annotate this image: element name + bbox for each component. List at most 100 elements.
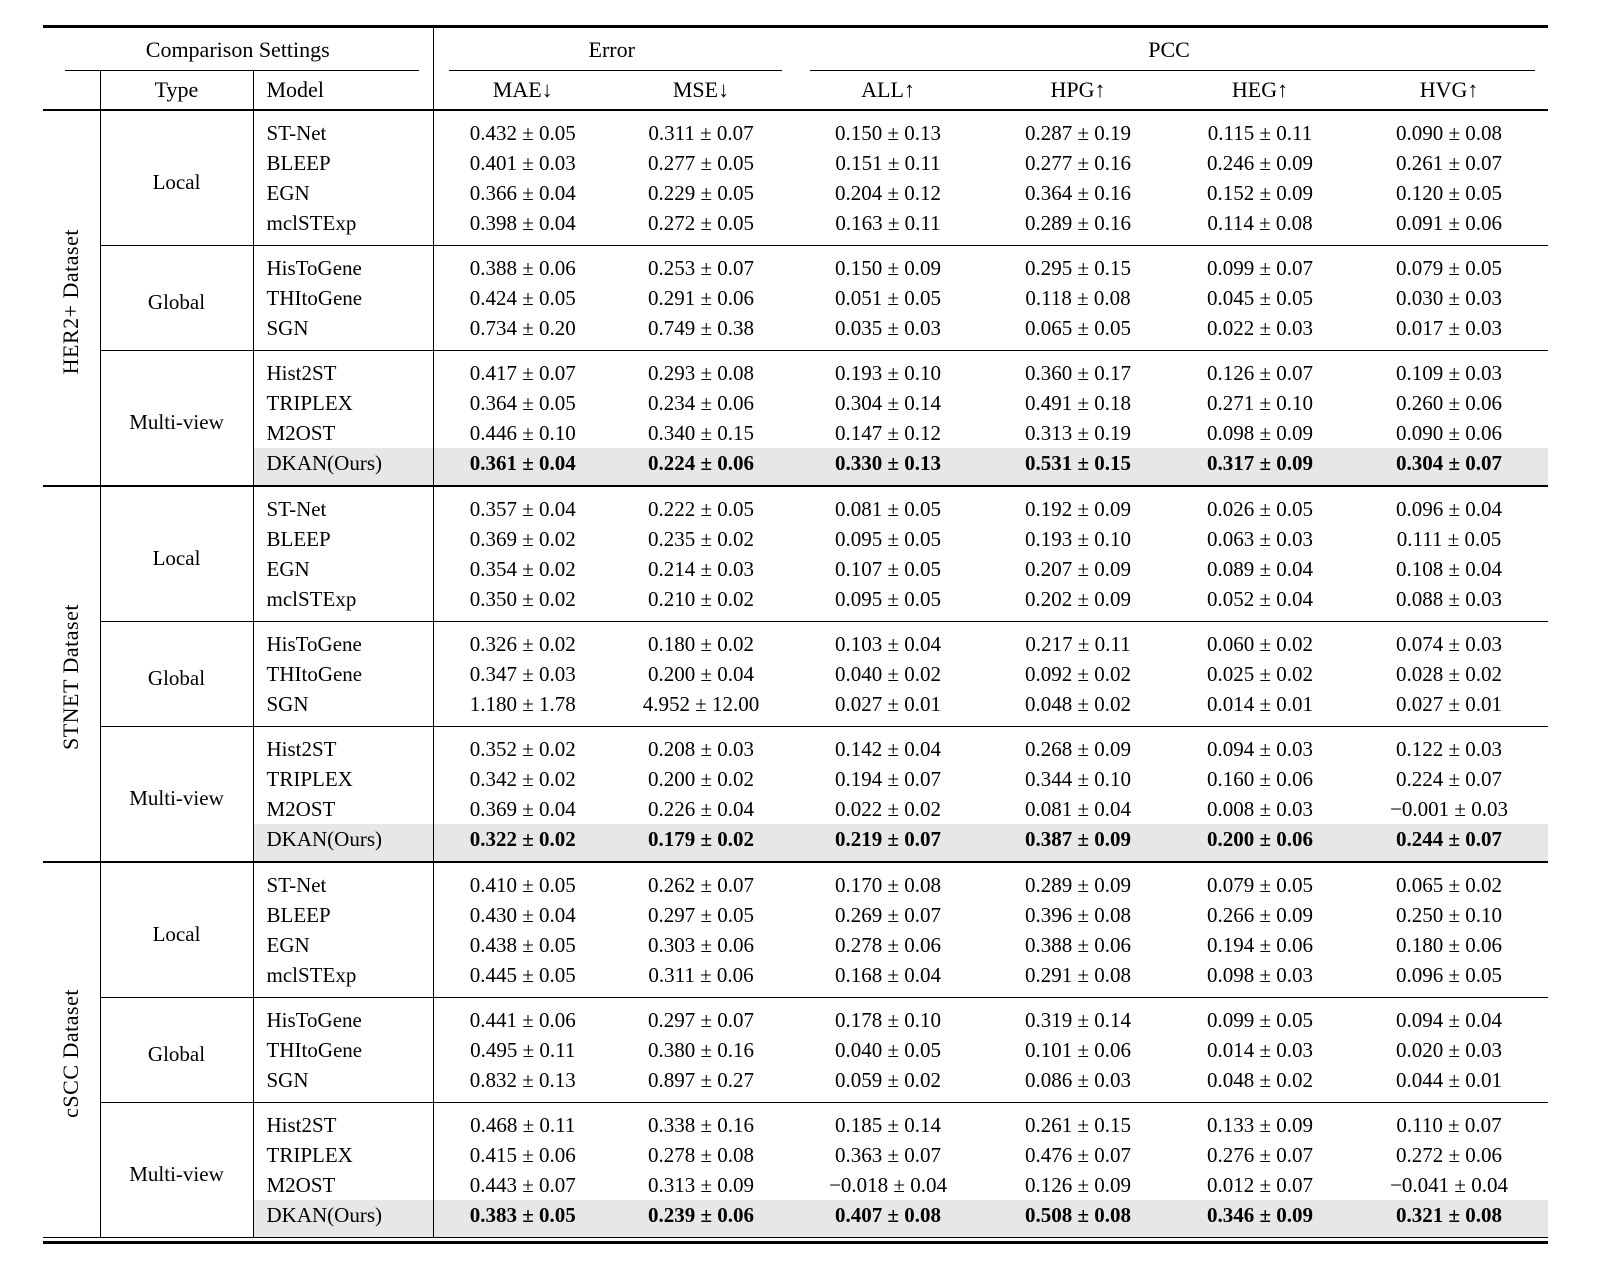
metric-value-cell: 0.297 ± 0.07 (612, 997, 791, 1035)
metric-value-cell: 0.030 ± 0.03 (1396, 286, 1503, 310)
metric-value-cell: 0.287 ± 0.19 (1025, 121, 1132, 145)
metric-value-cell: 0.531 ± 0.15 (986, 448, 1171, 486)
metric-value-cell: 0.045 ± 0.05 (1207, 286, 1314, 310)
table-header: Comparison Settings Error PCC Type Model… (43, 26, 1549, 111)
metric-value-cell: 0.401 ± 0.03 (432, 148, 612, 178)
metric-value-cell: 0.303 ± 0.06 (647, 933, 755, 957)
metric-value-cell: 0.410 ± 0.05 (432, 861, 612, 900)
metric-value-cell: 0.098 ± 0.03 (1207, 963, 1314, 987)
metric-value-cell: 0.147 ± 0.12 (835, 421, 942, 445)
metric-value-cell: 0.278 ± 0.08 (647, 1143, 755, 1167)
metric-value-cell: 0.110 ± 0.07 (1350, 1102, 1549, 1140)
metric-value-cell: 0.096 ± 0.05 (1396, 963, 1503, 987)
metric-value-cell: 0.369 ± 0.04 (432, 794, 612, 824)
metric-value-cell: 0.108 ± 0.04 (1396, 557, 1503, 581)
metric-value-cell: 0.277 ± 0.05 (647, 151, 755, 175)
table-row: BLEEP 0.430 ± 0.04 0.297 ± 0.05 0.269 ± 0.0… (43, 900, 1548, 930)
model-name-cell: BLEEP (266, 151, 331, 175)
metric-value-cell: 0.262 ± 0.07 (612, 861, 791, 900)
metric-value-cell: 0.313 ± 0.09 (647, 1173, 755, 1197)
metric-value-cell: 0.261 ± 0.07 (1396, 151, 1503, 175)
results-table: Comparison Settings Error PCC Type Model… (43, 25, 1549, 1238)
metric-value-cell: 0.060 ± 0.02 (1170, 621, 1351, 659)
table-row: mclSTExp 0.445 ± 0.05 0.311 ± 0.06 0.168 ± … (43, 960, 1548, 998)
metric-value-cell: 0.289 ± 0.09 (986, 861, 1171, 900)
metric-value-cell: 0.040 ± 0.05 (835, 1038, 942, 1062)
model-name-cell: DKAN(Ours) (253, 448, 433, 486)
table-row: SGN 0.832 ± 0.13 0.897 ± 0.27 0.059 ± 0.02 0… (43, 1065, 1548, 1103)
model-name-cell: HisToGene (253, 997, 433, 1035)
model-name-cell: Hist2ST (253, 726, 433, 764)
metric-value-cell: 0.200 ± 0.06 (1170, 824, 1351, 862)
metric-value-cell: 0.210 ± 0.02 (647, 587, 755, 611)
metric-value-cell: 0.094 ± 0.03 (1170, 726, 1351, 764)
type-cell: Local (100, 110, 254, 246)
model-name-cell: M2OST (266, 421, 336, 445)
table-row: M2OST 0.369 ± 0.04 0.226 ± 0.04 0.022 ± 0.0… (43, 794, 1548, 824)
model-name-cell: mclSTExp (266, 963, 357, 987)
metric-value-cell: 0.074 ± 0.03 (1350, 621, 1549, 659)
metric-value-cell: 0.099 ± 0.07 (1170, 245, 1351, 283)
metric-value-cell: 0.293 ± 0.08 (612, 350, 791, 388)
table-row: mclSTExp 0.350 ± 0.02 0.210 ± 0.02 0.095 ± … (43, 584, 1548, 622)
metric-value-cell: 0.897 ± 0.27 (647, 1068, 755, 1092)
metric-value-cell: 0.304 ± 0.07 (1350, 448, 1549, 486)
metric-value-cell: 0.491 ± 0.18 (1025, 391, 1132, 415)
metric-value-cell: 0.028 ± 0.02 (1396, 662, 1503, 686)
metric-value-cell: 0.239 ± 0.06 (612, 1200, 791, 1238)
metric-value-cell: 0.065 ± 0.02 (1350, 861, 1549, 900)
model-name-cell: SGN (266, 692, 309, 716)
metric-value-cell: 0.246 ± 0.09 (1207, 151, 1314, 175)
metric-value-cell: 0.269 ± 0.07 (835, 903, 942, 927)
model-name-cell: SGN (266, 316, 309, 340)
metric-value-cell: 0.217 ± 0.11 (986, 621, 1171, 659)
metric-value-cell: 0.446 ± 0.10 (432, 418, 612, 448)
metric-value-cell: 0.120 ± 0.05 (1396, 181, 1503, 205)
type-cell: Multi-view (100, 1102, 254, 1238)
metric-value-cell: 0.192 ± 0.09 (986, 485, 1171, 524)
dataset-label: HER2+ Dataset (43, 110, 101, 486)
metric-value-cell: 0.095 ± 0.05 (835, 587, 942, 611)
metric-value-cell: 0.291 ± 0.06 (647, 286, 755, 310)
metric-value-cell: −0.001 ± 0.03 (1390, 797, 1508, 821)
metric-value-cell: 0.495 ± 0.11 (432, 1035, 612, 1065)
metric-value-cell: 0.445 ± 0.05 (432, 960, 612, 998)
metric-value-cell: 0.380 ± 0.16 (647, 1038, 755, 1062)
table-row: STNET Dataset Local ST-Net 0.357 ± 0.04 0.22… (43, 485, 1549, 862)
metric-value-cell: 0.092 ± 0.02 (1025, 662, 1132, 686)
header-metric-mse: MSE↓ (612, 71, 791, 111)
metric-value-cell: 0.163 ± 0.11 (835, 211, 941, 235)
metric-value-cell: 0.109 ± 0.03 (1350, 350, 1549, 388)
model-name-cell: HisToGene (253, 621, 433, 659)
metric-value-cell: 0.111 ± 0.05 (1396, 527, 1502, 551)
model-name-cell: TRIPLEX (266, 391, 353, 415)
metric-value-cell: 0.441 ± 0.06 (432, 997, 612, 1035)
metric-value-cell: 0.272 ± 0.05 (647, 211, 755, 235)
table-row: THItoGene 0.424 ± 0.05 0.291 ± 0.06 0.051 ±… (43, 283, 1548, 313)
metric-value-cell: 0.022 ± 0.02 (835, 797, 942, 821)
metric-value-cell: 0.202 ± 0.09 (1025, 587, 1132, 611)
metric-value-cell: 0.364 ± 0.05 (432, 388, 612, 418)
type-cell: Multi-view (100, 350, 254, 486)
model-name-cell: ST-Net (266, 121, 327, 145)
table-row: EGN 0.438 ± 0.05 0.303 ± 0.06 0.278 ± 0.06 0… (43, 930, 1548, 960)
metric-value-cell: 0.118 ± 0.08 (1025, 286, 1131, 310)
metric-value-cell: 0.398 ± 0.04 (432, 208, 612, 246)
metric-value-cell: 0.114 ± 0.08 (1207, 211, 1313, 235)
model-name-cell: EGN (266, 933, 310, 957)
metric-value-cell: 0.424 ± 0.05 (432, 283, 612, 313)
metric-value-cell: 0.133 ± 0.09 (1170, 1102, 1351, 1140)
table-row: BLEEP 0.401 ± 0.03 0.277 ± 0.05 0.151 ± 0.1… (43, 148, 1548, 178)
metric-value-cell: 0.226 ± 0.04 (647, 797, 755, 821)
metric-value-cell: 0.508 ± 0.08 (986, 1200, 1171, 1238)
metric-value-cell: 0.468 ± 0.11 (432, 1102, 612, 1140)
metric-value-cell: 0.107 ± 0.05 (835, 557, 942, 581)
metric-value-cell: 0.207 ± 0.09 (1025, 557, 1132, 581)
metric-value-cell: 0.352 ± 0.02 (432, 726, 612, 764)
metric-value-cell: 0.253 ± 0.07 (612, 245, 791, 283)
table-row: M2OST 0.443 ± 0.07 0.313 ± 0.09 −0.018 ± 0.… (43, 1170, 1548, 1200)
table-row: Global HisToGene 0.326 ± 0.02 0.180 ± 0.02 0… (43, 621, 1549, 727)
metric-value-cell: 0.035 ± 0.03 (835, 316, 942, 340)
metric-value-cell: 0.344 ± 0.10 (1025, 767, 1132, 791)
metric-value-cell: 0.142 ± 0.04 (790, 726, 987, 764)
